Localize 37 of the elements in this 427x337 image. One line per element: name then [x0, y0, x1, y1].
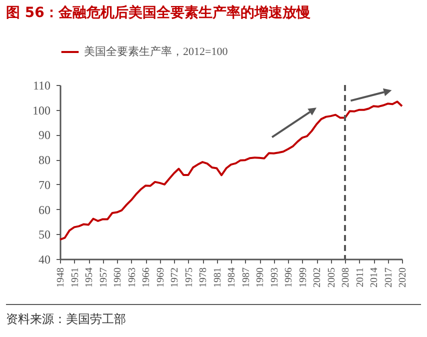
x-tick-label: 1963 [126, 268, 138, 288]
y-tick-label: 100 [32, 103, 50, 118]
x-tick-label: 2011 [354, 268, 366, 288]
x-tick-label: 1951 [70, 268, 81, 288]
line-series [59, 100, 403, 241]
x-tick-label: 1987 [240, 268, 252, 288]
x-tick-label: 1969 [155, 268, 166, 288]
x-tick-label: 1972 [170, 268, 180, 288]
y-tick-label: 40 [38, 252, 50, 266]
x-tick-label: 1996 [284, 268, 294, 288]
chart-title: 图 56：金融危机后美国全要素生产率的增速放慢 [6, 4, 310, 22]
x-tick-label: 1948 [56, 268, 66, 288]
y-tick-label: 80 [38, 153, 50, 168]
x-tick-label: 1966 [141, 268, 152, 288]
x-tick-label: 2008 [340, 268, 352, 288]
x-tick-label: 2002 [312, 268, 323, 288]
y-tick-label: 60 [38, 202, 50, 217]
y-tick-label: 90 [38, 128, 50, 142]
legend-label: 美国全要素生产率，2012=100 [84, 45, 228, 58]
x-tick-label: 1975 [184, 268, 195, 288]
y-tick-label: 70 [38, 178, 50, 192]
x-tick-label: 1981 [212, 268, 224, 288]
x-tick-label: 1957 [98, 268, 110, 288]
x-tick-label: 2017 [383, 268, 394, 288]
x-tick-label: 1993 [269, 268, 280, 288]
x-tick-label: 1999 [298, 268, 309, 288]
x-tick-label: 1954 [84, 268, 95, 288]
y-tick-label: 50 [38, 228, 50, 242]
x-tick-label: 1960 [112, 268, 124, 288]
text: 资料来源：美国劳工部 [6, 304, 421, 328]
x-tick-label: 1990 [255, 268, 266, 288]
x-tick-label: 2005 [326, 268, 338, 288]
x-tick-label: 2014 [369, 268, 380, 288]
x-tick-label: 2020 [398, 268, 408, 288]
x-tick-label: 1978 [198, 268, 209, 288]
x-tick-label: 1984 [226, 268, 238, 288]
y-tick-label: 110 [32, 78, 50, 92]
